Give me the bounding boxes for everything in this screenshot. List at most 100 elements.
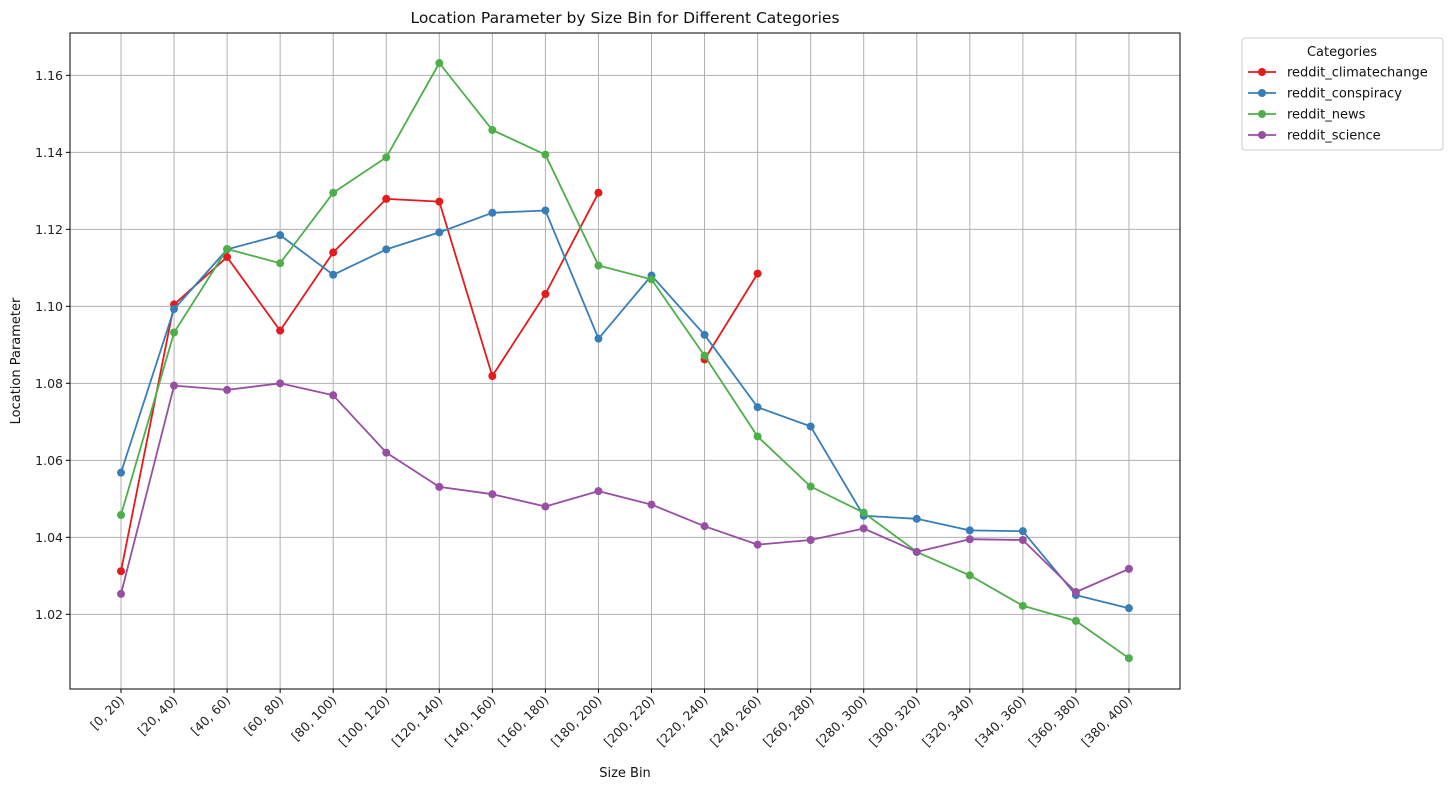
legend-label: reddit_conspiracy (1287, 87, 1402, 102)
y-tick-label: 1.14 (35, 145, 63, 160)
y-axis-ticks: 1.02 1.04 1.06 1.08 1.10 1.12 1.14 1.16 (35, 68, 70, 622)
series-reddit_science (117, 379, 1133, 598)
data-point (382, 194, 391, 203)
data-point (435, 482, 444, 491)
data-point (594, 261, 603, 270)
legend-item-reddit_climatechange: reddit_climatechange (1248, 66, 1428, 81)
data-point (541, 502, 550, 511)
series-line (120, 192, 600, 572)
data-point (329, 270, 338, 279)
x-tick-label: [200, 220) (601, 693, 658, 750)
y-tick-label: 1.02 (35, 607, 63, 622)
series-line (120, 382, 1130, 595)
legend-item-reddit_conspiracy: reddit_conspiracy (1248, 87, 1402, 102)
data-point (117, 589, 125, 598)
x-tick-label: [380, 400) (1078, 693, 1135, 750)
data-point (912, 547, 921, 556)
x-tick-label: [300, 320) (866, 693, 923, 750)
x-tick-label: [340, 360) (972, 693, 1029, 750)
chart-title: Location Parameter by Size Bin for Diffe… (410, 9, 839, 27)
data-point (700, 351, 709, 360)
y-tick-label: 1.08 (35, 376, 63, 391)
data-point (329, 188, 338, 197)
data-point (700, 330, 709, 339)
y-tick-label: 1.10 (35, 299, 63, 314)
data-point (170, 381, 179, 390)
data-point (541, 290, 550, 299)
y-tick-label: 1.16 (35, 68, 63, 83)
x-tick-label: [80, 100) (288, 693, 339, 744)
data-point (488, 490, 497, 499)
data-point (117, 567, 125, 576)
legend-swatch-marker (1258, 68, 1266, 76)
legend-items: reddit_climatechange reddit_conspiracyred… (1248, 66, 1428, 144)
data-point (276, 231, 285, 240)
data-point (594, 334, 603, 343)
data-point (806, 536, 815, 545)
series-reddit_conspiracy (117, 206, 1133, 613)
data-point (276, 379, 285, 388)
data-point (594, 188, 603, 197)
series-line (703, 273, 759, 360)
y-tick-label: 1.12 (35, 222, 63, 237)
data-point (1124, 654, 1133, 663)
data-point (488, 208, 497, 217)
x-tick-label: [320, 340) (919, 693, 976, 750)
x-tick-label: [60, 80) (241, 693, 287, 739)
data-point (753, 432, 762, 441)
data-point (1018, 527, 1027, 536)
y-axis-title: Location Parameter (9, 297, 24, 424)
x-tick-label: [140, 160) (442, 693, 499, 750)
data-point (859, 508, 868, 517)
data-point (382, 448, 391, 457)
x-tick-label: [100, 120) (336, 693, 393, 750)
data-point (753, 540, 762, 549)
data-point (488, 372, 497, 381)
x-tick-label: [180, 200) (548, 693, 605, 750)
data-point (965, 526, 974, 535)
x-tick-label: [0, 20) (87, 693, 127, 733)
data-point (117, 468, 125, 477)
x-tick-label: [240, 260) (707, 693, 764, 750)
data-point (1124, 604, 1133, 613)
legend-label: reddit_news (1287, 108, 1366, 123)
data-point (647, 500, 656, 509)
x-axis-ticks: [0, 20) [20, 40) [40, 60) [60, 80) [80, 100)… (87, 689, 1135, 749)
data-point (965, 535, 974, 544)
x-tick-label: [120, 140) (389, 693, 446, 750)
x-tick-label: [220, 240) (654, 693, 711, 750)
data-point (382, 153, 391, 162)
series-reddit_climatechange (117, 188, 762, 576)
legend-swatch-marker (1258, 110, 1266, 118)
series-lines (117, 59, 1133, 663)
legend-label: reddit_climatechange (1287, 66, 1428, 81)
legend-item-reddit_science: reddit_science (1248, 129, 1381, 144)
series-line (120, 62, 1130, 659)
legend-swatch-marker (1258, 131, 1266, 139)
legend-title: Categories (1307, 45, 1377, 60)
data-point (435, 59, 444, 68)
data-point (435, 197, 444, 206)
data-point (965, 571, 974, 580)
data-point (859, 524, 868, 533)
data-point (170, 328, 179, 337)
series-line (120, 209, 1130, 610)
y-tick-label: 1.06 (35, 453, 63, 468)
data-point (1124, 564, 1133, 573)
x-tick-label: [40, 60) (188, 693, 234, 739)
data-point (647, 275, 656, 284)
data-point (1018, 536, 1027, 545)
data-point (117, 510, 125, 519)
legend-item-reddit_news: reddit_news (1248, 108, 1366, 123)
data-point (806, 482, 815, 491)
plot-area-frame (69, 32, 1181, 690)
x-tick-label: [360, 380) (1025, 693, 1082, 750)
x-tick-label: [20, 40) (135, 693, 181, 739)
data-point (170, 305, 179, 314)
data-point (594, 487, 603, 496)
series-reddit_news (117, 59, 1133, 663)
legend-swatch-marker (1258, 89, 1266, 97)
legend-label: reddit_science (1287, 129, 1381, 144)
x-tick-label: [260, 280) (760, 693, 817, 750)
